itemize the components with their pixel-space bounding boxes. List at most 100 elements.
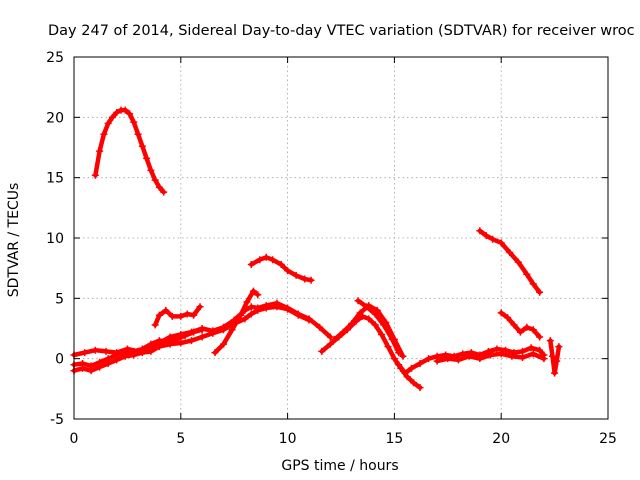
data-point xyxy=(211,349,219,357)
data-point xyxy=(529,350,537,358)
data-point xyxy=(407,364,415,372)
series-arc-i xyxy=(318,312,424,392)
data-point xyxy=(516,328,524,336)
axis-ticks: 0 5 10 15 20 25 -5 0 5 10 15 20 25 xyxy=(46,50,617,447)
y-tick-label: -5 xyxy=(50,412,64,428)
series-arc-b xyxy=(151,303,204,329)
data-point xyxy=(130,118,138,126)
data-point xyxy=(183,310,191,318)
data-point xyxy=(96,147,104,155)
data-point xyxy=(546,337,554,345)
data-point xyxy=(256,256,264,264)
data-point xyxy=(354,297,362,305)
data-point xyxy=(113,349,121,357)
data-point xyxy=(551,369,559,377)
series-line xyxy=(212,288,260,355)
y-tick-label: 20 xyxy=(46,110,64,126)
data-point xyxy=(187,328,195,336)
data-point xyxy=(151,176,159,184)
data-point xyxy=(81,349,89,357)
data-point xyxy=(433,357,441,365)
series-arc-c xyxy=(247,253,315,284)
data-point xyxy=(523,323,531,331)
data-point xyxy=(454,356,462,364)
data-point xyxy=(108,113,116,121)
data-point xyxy=(143,154,151,162)
series-arc-j xyxy=(331,302,407,360)
data-point xyxy=(519,347,527,355)
data-point xyxy=(190,311,198,319)
data-point xyxy=(536,346,544,354)
y-axis-label: SDTVAR / TECUs xyxy=(6,183,22,298)
data-point xyxy=(162,306,170,314)
data-point xyxy=(401,369,409,377)
data-point xyxy=(102,347,110,355)
data-point xyxy=(196,303,204,311)
data-point xyxy=(529,280,537,288)
data-point xyxy=(339,328,347,336)
y-tick-label: 15 xyxy=(46,171,64,187)
data-point xyxy=(395,349,403,357)
data-point xyxy=(497,239,505,247)
data-point xyxy=(273,303,281,311)
data-point xyxy=(100,130,108,138)
x-tick-label: 10 xyxy=(279,431,297,447)
data-point xyxy=(96,363,104,371)
data-point xyxy=(177,331,185,339)
x-tick-label: 15 xyxy=(385,431,403,447)
data-point xyxy=(277,261,285,269)
data-point xyxy=(220,326,228,334)
data-point xyxy=(493,345,501,353)
data-point xyxy=(410,379,418,387)
data-point xyxy=(198,325,206,332)
data-point xyxy=(160,188,168,196)
data-point xyxy=(177,339,185,347)
data-point xyxy=(326,340,334,348)
data-point xyxy=(113,356,121,364)
data-point xyxy=(284,267,292,275)
data-point xyxy=(247,261,255,269)
data-point xyxy=(482,232,490,240)
data-point xyxy=(388,335,396,343)
data-point xyxy=(155,343,163,351)
data-point xyxy=(269,256,277,264)
data-point xyxy=(540,355,548,363)
data-point xyxy=(508,352,516,360)
data-point xyxy=(390,355,398,363)
data-point xyxy=(348,320,356,328)
data-point xyxy=(247,303,255,311)
data-point xyxy=(134,130,142,138)
y-tick-label: 5 xyxy=(55,291,64,307)
y-tick-label: 25 xyxy=(46,50,64,66)
data-point xyxy=(365,315,373,323)
data-point xyxy=(399,352,407,360)
data-point xyxy=(187,337,195,345)
data-point xyxy=(113,109,121,117)
data-point xyxy=(241,315,249,323)
series-arc-h xyxy=(211,287,262,357)
data-point xyxy=(555,343,563,351)
data-point xyxy=(104,359,112,367)
data-point xyxy=(138,349,146,357)
series-arc-a xyxy=(91,106,168,196)
data-point xyxy=(198,333,206,341)
data-point xyxy=(378,331,386,339)
x-axis-label: GPS time / hours xyxy=(281,458,398,474)
data-point xyxy=(326,333,334,341)
data-point xyxy=(504,314,512,322)
data-point xyxy=(147,166,155,174)
data-point xyxy=(489,235,497,243)
data-point xyxy=(155,311,163,319)
y-tick-label: 0 xyxy=(55,352,64,368)
data-point xyxy=(536,333,544,341)
data-point xyxy=(243,298,251,306)
x-tick-label: 25 xyxy=(599,431,617,447)
data-point xyxy=(91,171,99,179)
data-point xyxy=(371,321,379,329)
series-arc-d xyxy=(476,227,544,296)
data-point xyxy=(166,340,174,348)
data-point xyxy=(166,333,174,341)
data-point xyxy=(523,270,531,278)
data-point xyxy=(147,347,155,355)
data-point xyxy=(506,248,514,256)
